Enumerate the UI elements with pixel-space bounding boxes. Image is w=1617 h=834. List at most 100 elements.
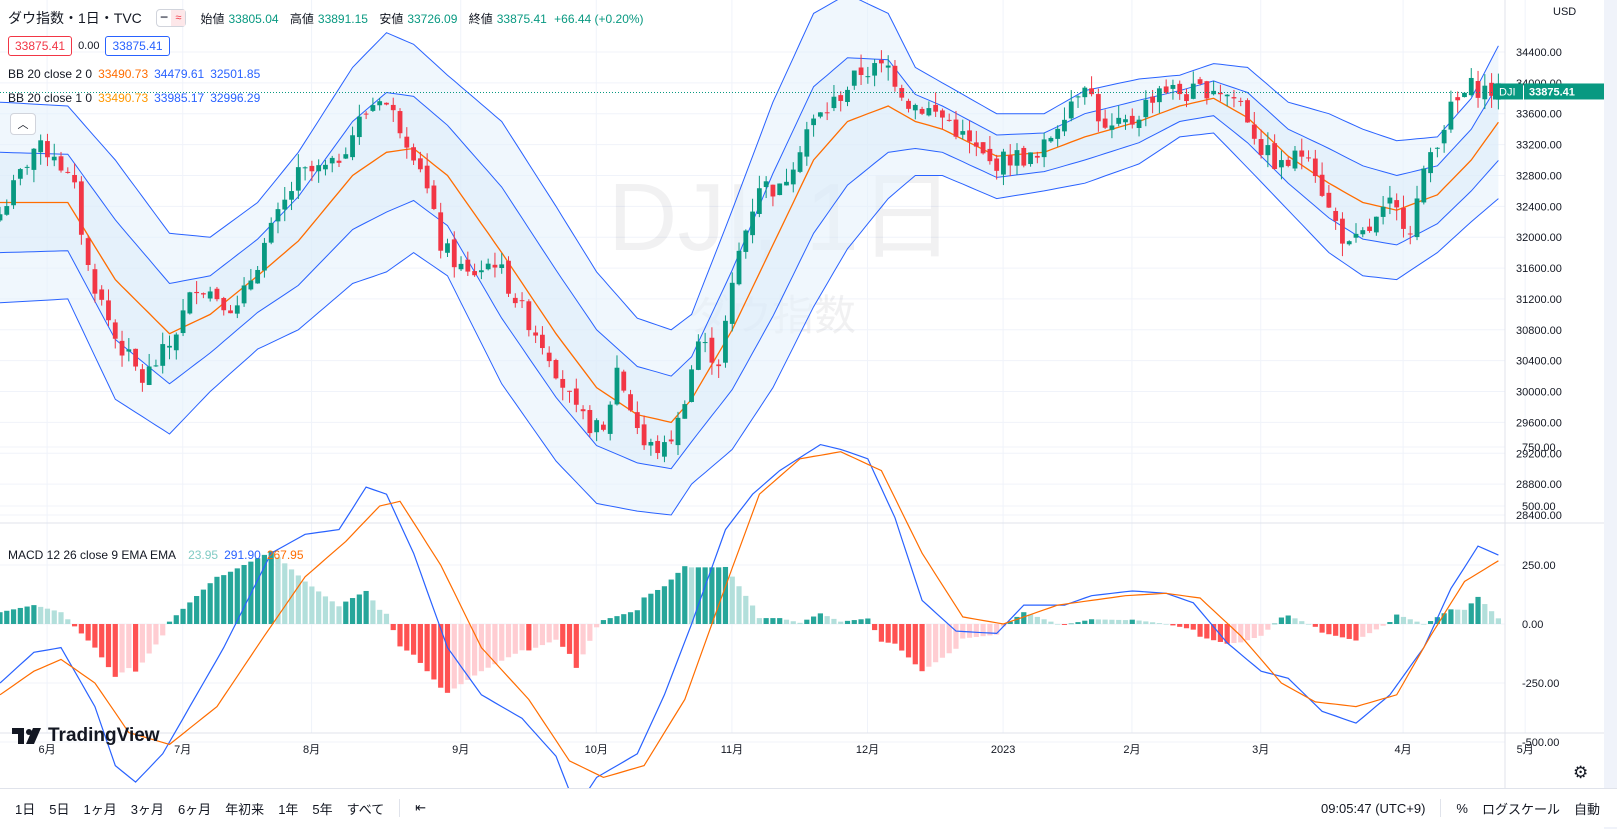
macd-histogram-bar (1407, 619, 1413, 624)
currency-label[interactable]: USD (1553, 6, 1577, 18)
price-tag-symbol: DJI (1499, 86, 1516, 98)
range-all-button[interactable]: すべて (346, 801, 385, 817)
candle-body (472, 271, 477, 276)
buy-price[interactable]: 33875.41 (105, 36, 170, 56)
candle-body (1489, 82, 1494, 96)
macd-histogram-bar (1082, 620, 1088, 624)
log-scale-button[interactable]: ログスケール (1481, 801, 1560, 817)
macd-histogram-bar (648, 593, 654, 624)
macd-histogram-bar (275, 557, 281, 624)
macd-histogram-bar (729, 576, 735, 624)
candle-body (926, 108, 932, 116)
candle-body (695, 341, 701, 370)
legend-toggle-group[interactable]: ━ ≈ (155, 9, 187, 27)
range-1d-button[interactable]: 1日 (15, 801, 36, 817)
candle-body (343, 154, 349, 159)
candle-body (0, 214, 3, 221)
approx-icon[interactable]: ≈ (171, 10, 186, 26)
bb-legend-2[interactable]: BB 20 close 1 0 33490.73 33985.17 32996.… (8, 91, 260, 105)
range-3m-button[interactable]: 3ヶ月 (130, 801, 164, 817)
auto-scale-button[interactable]: 自動 (1573, 801, 1600, 817)
macd-histogram-bar (634, 610, 640, 624)
candle-body (241, 285, 247, 304)
bb-upper-1 (0, 57, 1499, 377)
macd-histogram-bar (207, 583, 213, 624)
candle-body (614, 367, 620, 405)
candle-body (1285, 159, 1291, 166)
candle-body (499, 264, 505, 269)
macd-histogram-bar (194, 596, 200, 624)
candle-body (51, 156, 57, 161)
candle-body (397, 111, 403, 134)
tradingview-logo[interactable]: TradingView (12, 725, 160, 747)
macd-histogram-bar (546, 624, 552, 643)
macd-histogram-bar (994, 624, 1000, 635)
macd-histogram-bar (1265, 624, 1271, 630)
settings-gear-icon[interactable]: ⚙ (1573, 763, 1589, 782)
macd-histogram-bar (410, 624, 417, 655)
macd-histogram-bar (1482, 604, 1488, 624)
macd-histogram-bar (431, 624, 437, 680)
macd-histogram-bar (1021, 612, 1027, 624)
range-5d-button[interactable]: 5日 (49, 801, 70, 817)
candle-body (1231, 97, 1237, 99)
range-1y-button[interactable]: 1年 (278, 801, 299, 817)
range-5y-button[interactable]: 5年 (312, 801, 333, 817)
price-tick-label: 28800.00 (1516, 479, 1562, 491)
macd-histogram-bar (1014, 616, 1020, 624)
candle-body (1455, 97, 1461, 101)
macd-histogram-bar (1217, 624, 1223, 642)
candle-body (411, 147, 416, 161)
collapse-legend-button[interactable]: ︿ (10, 113, 36, 135)
candle-body (309, 165, 315, 172)
clock-time[interactable]: 09:05:47 (UTC+9) (1320, 800, 1426, 816)
candle-body (1021, 147, 1027, 166)
candle-body (11, 180, 16, 206)
candle-body (139, 369, 145, 383)
macd-histogram-bar (519, 624, 525, 651)
symbol-title[interactable]: ダウ指数・1日・TVC (8, 10, 142, 26)
candle-body (1448, 101, 1454, 130)
candle-body (370, 105, 376, 111)
goto-date-icon[interactable]: ⇤ (415, 800, 427, 815)
macd-histogram-bar (1475, 596, 1481, 624)
bb-label: BB 20 close 1 0 (8, 91, 93, 105)
candle-body (201, 293, 206, 295)
macd-histogram-bar (1326, 624, 1332, 635)
percent-scale-button[interactable]: % (1456, 800, 1468, 816)
macd-histogram-bar (1116, 619, 1122, 624)
candle-body (31, 148, 37, 170)
macd-legend[interactable]: MACD 12 26 close 9 EMA EMA 23.95 291.90 … (8, 548, 304, 562)
macd-histogram-bar (668, 579, 674, 624)
macd-histogram-bar (573, 624, 579, 668)
time-tick-label: 3月 (1252, 744, 1269, 756)
macd-histogram-bar (1380, 624, 1386, 626)
macd-histogram-bar (1299, 621, 1305, 624)
range-1m-button[interactable]: 1ヶ月 (83, 801, 117, 817)
candle-body (1238, 100, 1244, 102)
range-ytd-button[interactable]: 年初来 (225, 801, 265, 817)
macd-histogram-bar (614, 616, 620, 624)
bb-upper-2 (0, 0, 1499, 331)
sell-price[interactable]: 33875.41 (8, 36, 73, 56)
macd-histogram-bar (349, 598, 356, 624)
bb-lower-2 (0, 132, 1499, 516)
macd-histogram-bar (261, 554, 268, 624)
candle-body (560, 378, 566, 388)
macd-histogram-bar (722, 566, 729, 624)
candle-body (682, 404, 688, 419)
bb-legend-1[interactable]: BB 20 close 2 0 33490.73 34479.61 32501.… (8, 67, 260, 81)
candle-body (1306, 157, 1311, 159)
range-6m-button[interactable]: 6ヶ月 (177, 801, 212, 817)
macd-histogram-bar (397, 624, 403, 647)
candle-body (770, 184, 776, 197)
candle-body (987, 148, 993, 162)
macd-histogram-bar (1163, 624, 1169, 625)
macd-histogram-bar (973, 624, 979, 637)
candle-body (1109, 125, 1115, 130)
minus-icon[interactable]: ━ (160, 12, 168, 24)
macd-histogram-bar (844, 620, 851, 624)
candle-body (689, 369, 694, 403)
